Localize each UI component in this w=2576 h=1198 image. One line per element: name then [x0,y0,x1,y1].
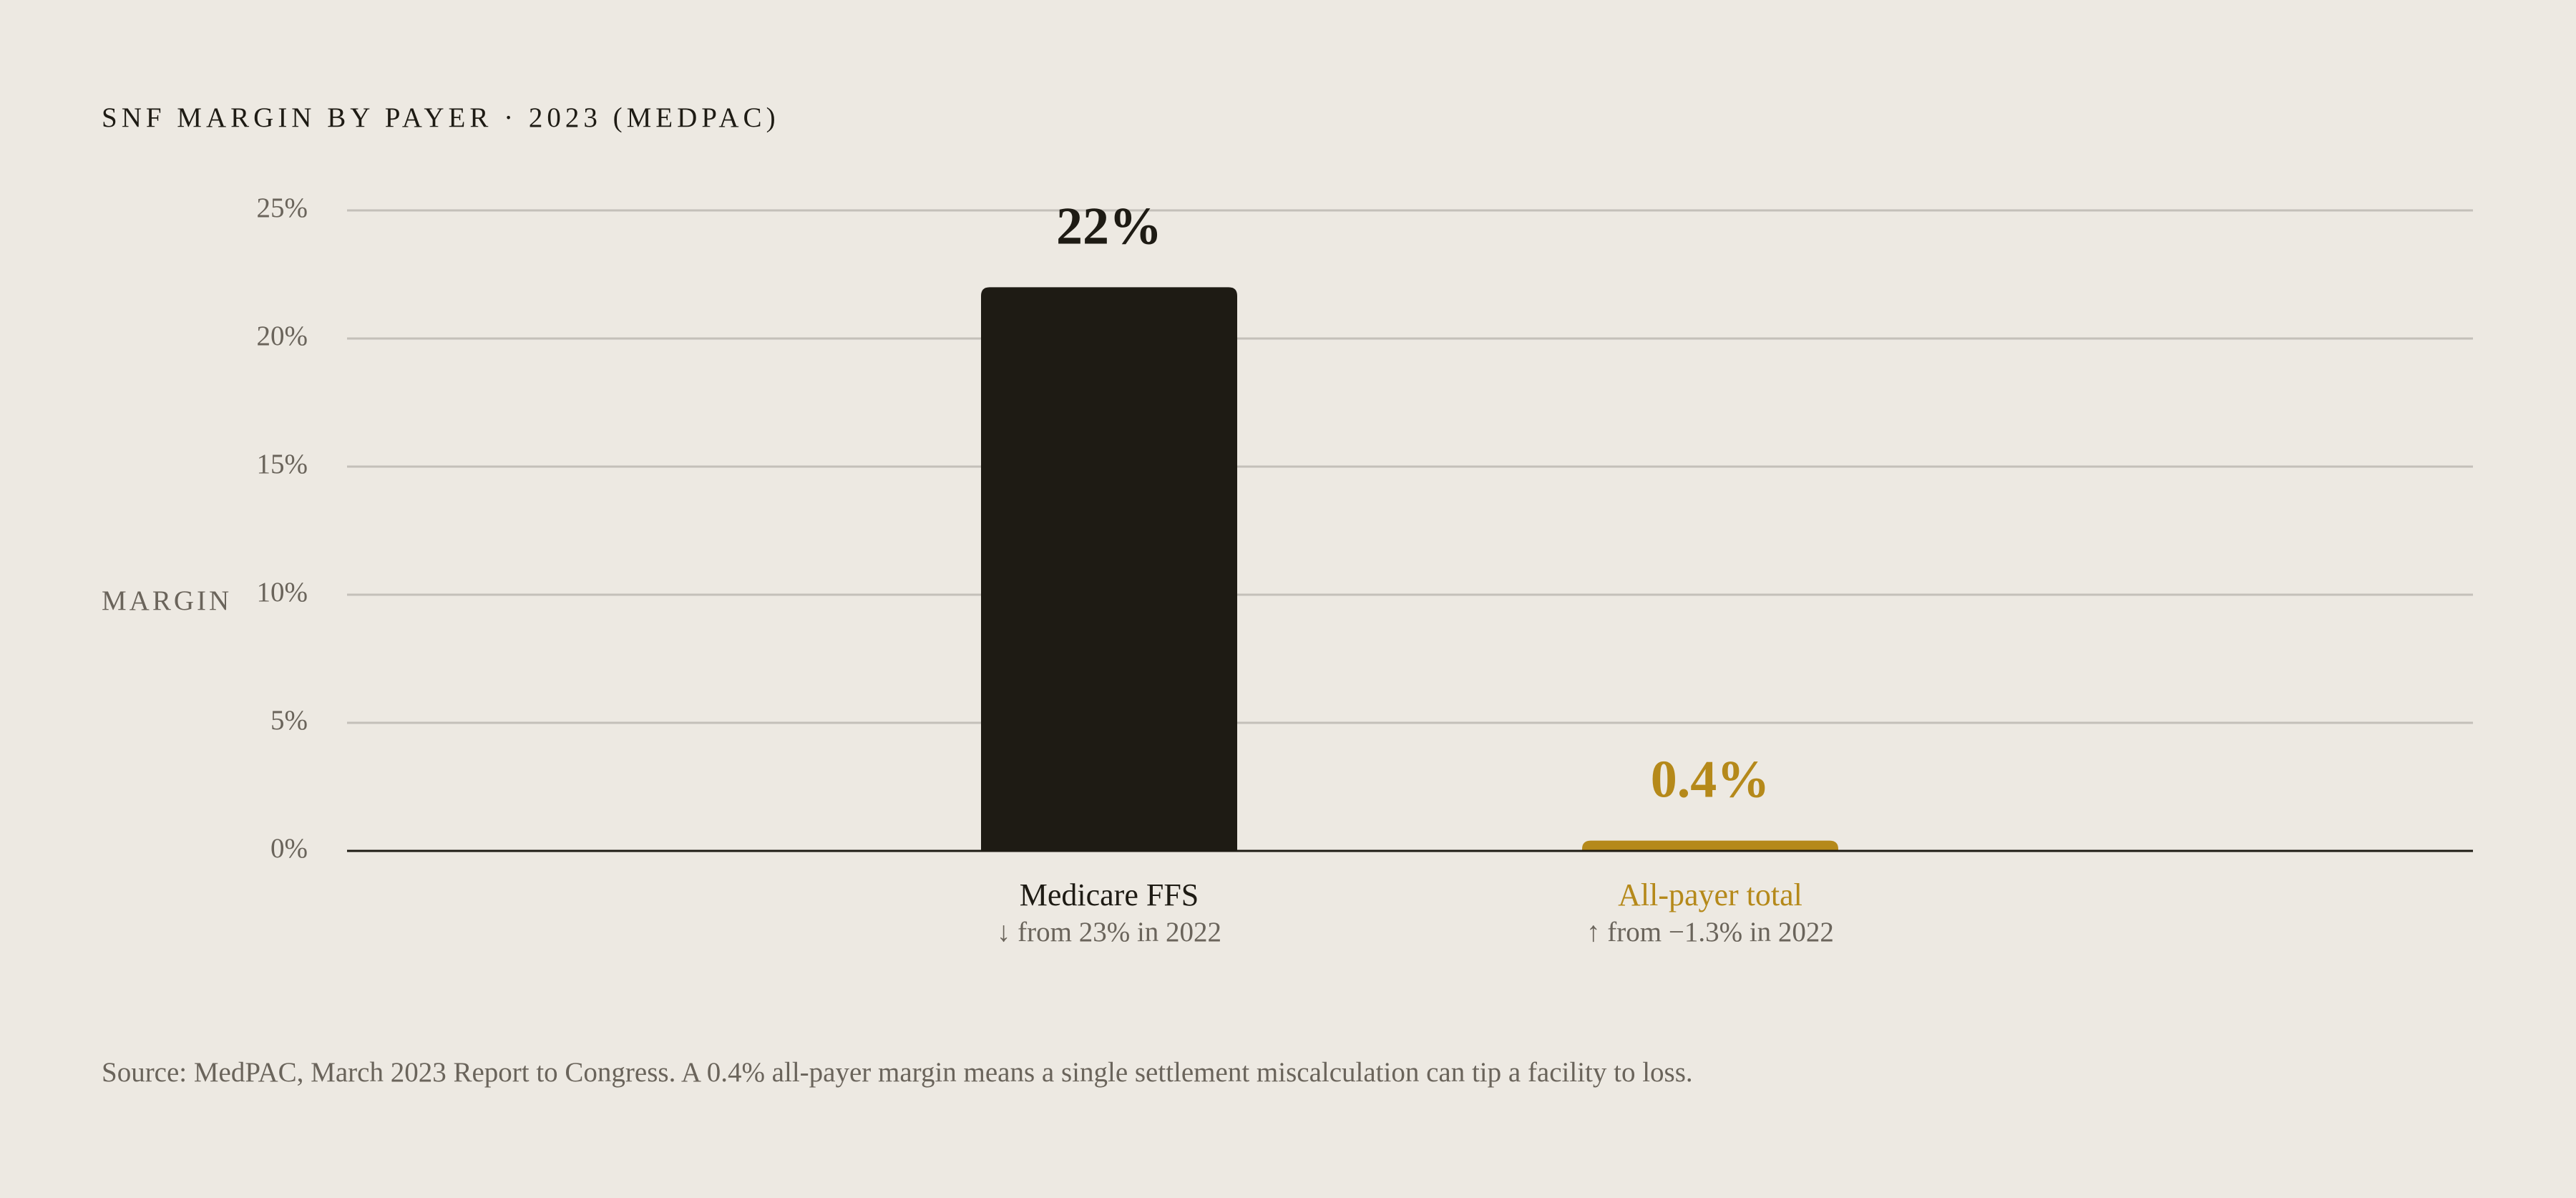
source-note: Source: MedPAC, March 2023 Report to Con… [102,1057,1693,1088]
y-axis-label: MARGIN [102,585,232,616]
y-tick-label: 25% [257,193,308,223]
y-tick-label: 20% [257,321,308,351]
category-note: ↑ from −1.3% in 2022 [1586,917,1834,948]
y-tick-label: 10% [257,577,308,608]
category-note: ↓ from 23% in 2022 [996,917,1222,948]
y-tick-label: 0% [270,833,308,864]
y-tick-label: 15% [257,449,308,479]
category-label: All-payer total ↑ from −1.3% in 2022 [1585,877,1835,951]
category-label: Medicare FFS ↓ from 23% in 2022 [984,877,1234,951]
value-label: 0.4% [1651,751,1770,809]
chart-title: SNF MARGIN BY PAYER · 2023 (MEDPAC) [102,102,780,133]
category-name: Medicare FFS [1019,877,1199,912]
y-tick-label: 5% [270,705,308,736]
value-label: 22% [1056,197,1162,255]
bar [1582,840,1838,851]
category-name: All-payer total [1618,877,1802,912]
bar [981,287,1237,851]
